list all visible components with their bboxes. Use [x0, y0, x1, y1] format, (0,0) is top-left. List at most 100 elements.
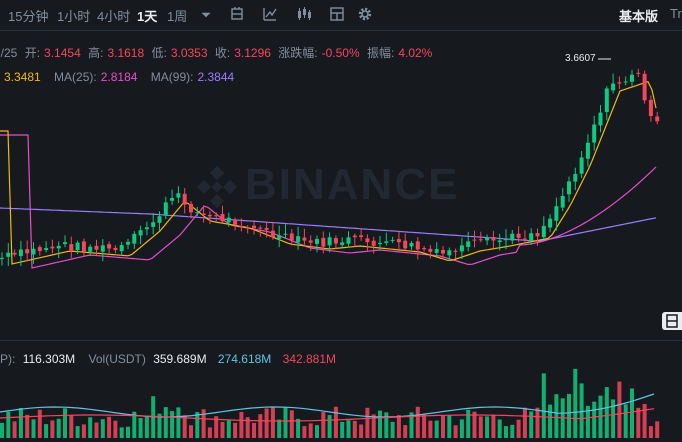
volume-legend: P): 116.303M Vol(USDT) 359.689M 274.618M… [0, 352, 340, 366]
volume-bar [113, 420, 118, 438]
volume-usdt-label: Vol(USDT) [88, 352, 146, 366]
open-label: 开: [24, 46, 41, 60]
volume-bar [459, 419, 464, 438]
toolbar-divider [0, 30, 682, 31]
candle-body [245, 227, 250, 229]
side-panel-button[interactable] [662, 312, 682, 330]
timeframe-1h[interactable]: 1小时 [57, 9, 91, 24]
candle-body [214, 215, 219, 217]
candle-body [94, 245, 99, 250]
candle-body [315, 238, 319, 244]
candle-body [378, 242, 382, 244]
candle-body [75, 242, 80, 251]
low-label: 低: [151, 46, 167, 60]
candle-body [390, 239, 395, 241]
volume-bar [333, 406, 338, 438]
volume-bar [233, 422, 238, 438]
ma99-value: 2.3844 [197, 70, 235, 84]
timeframe-15m[interactable]: 15分钟 [8, 9, 49, 24]
volume-bar [642, 404, 647, 438]
candle-body [189, 203, 193, 213]
mode-tradingview[interactable]: Tr [670, 6, 682, 21]
volume-bar [579, 383, 584, 438]
volume-bar [592, 401, 597, 438]
candle-body [264, 227, 269, 230]
candle-body [107, 244, 112, 249]
candle-body [415, 241, 420, 250]
candle-body [428, 248, 433, 252]
volume-bar [25, 414, 30, 438]
volume-bar [252, 422, 256, 438]
timeframe-1d[interactable]: 1天 [137, 9, 158, 24]
volume-bar [352, 420, 357, 438]
volume-ma-short-line [0, 393, 655, 418]
timeframe-4h[interactable]: 4小时 [97, 9, 131, 24]
volume-bar [434, 420, 439, 438]
volume-bar [497, 419, 502, 438]
volume-bar [365, 407, 370, 438]
candle-body [441, 250, 445, 254]
candle-body [648, 99, 653, 116]
candle-body [585, 142, 590, 159]
candle-body [44, 248, 49, 250]
volume-bar [611, 399, 616, 438]
candle-body [623, 81, 628, 83]
ma25-line [0, 134, 657, 269]
mode-basic[interactable]: 基本版 [619, 9, 659, 24]
candle-body [100, 245, 105, 252]
candle-body [434, 249, 439, 253]
candle-body [126, 241, 130, 245]
candle-body [504, 239, 508, 241]
volume-bar [516, 419, 521, 438]
volume-value-3: 274.618M [217, 352, 272, 366]
volume-bar [573, 368, 578, 438]
candle-body [195, 212, 200, 214]
volume-bar [126, 426, 130, 438]
candle-body [25, 249, 30, 254]
candle-body [283, 233, 288, 235]
volume-bar [409, 412, 414, 438]
volume-bar [453, 425, 458, 438]
candle-body [270, 230, 275, 237]
volume-bar [466, 409, 471, 438]
volume-bar [617, 381, 622, 438]
volume-separator [0, 340, 682, 341]
candle-body [491, 237, 496, 241]
volume-value-1: 116.303M [22, 352, 76, 366]
volume-bar [636, 407, 641, 438]
volume-bar [415, 406, 420, 438]
volume-bar [0, 422, 4, 438]
volume-bar [296, 418, 301, 438]
candle-type-icon[interactable] [296, 6, 312, 22]
ma25-value: 2.8184 [100, 70, 138, 84]
candle-body [277, 235, 282, 239]
amplitude-value: 4.02% [398, 46, 433, 60]
volume-value-2: 359.689M [153, 352, 207, 366]
layout-icon[interactable] [329, 6, 345, 22]
candle-body [296, 236, 301, 243]
panel-toggle-icon [666, 314, 678, 328]
candle-body [573, 174, 578, 182]
settings-gear-icon[interactable] [357, 6, 373, 22]
chevron-down-icon[interactable] [198, 7, 214, 23]
timeframe-1w[interactable]: 1周 [167, 9, 188, 24]
drawing-tools-icon[interactable] [262, 6, 278, 22]
candle-body [239, 226, 244, 228]
close-value: 3.1296 [234, 46, 271, 60]
ma7-value: 3.3481 [4, 70, 41, 84]
volume-bar [378, 410, 382, 438]
candle-body [535, 233, 540, 237]
candle-body [359, 235, 364, 237]
volume-bar [485, 416, 490, 438]
volume-bar [535, 407, 540, 438]
candle-body [6, 252, 11, 257]
volume-bar [504, 426, 508, 438]
volume-bar [604, 387, 609, 438]
volume-bar [289, 410, 294, 438]
candle-body [346, 237, 351, 244]
volume-bar [541, 373, 546, 438]
indicator-icon[interactable] [229, 6, 245, 22]
volume-bar [50, 420, 55, 438]
volume-bar [346, 420, 351, 438]
